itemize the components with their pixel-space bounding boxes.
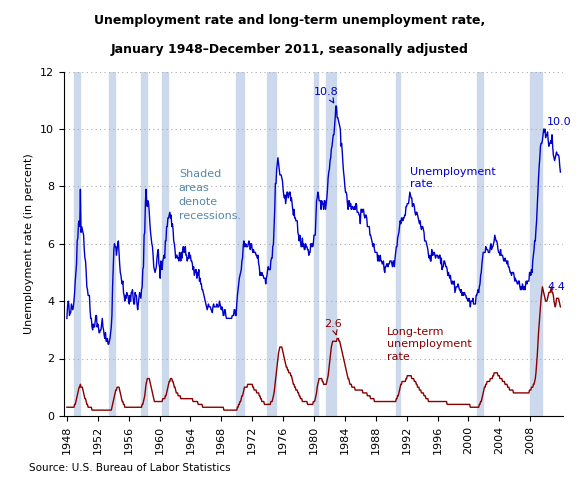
Bar bbox=[141, 72, 147, 416]
Text: 2.6: 2.6 bbox=[324, 319, 342, 335]
Bar bbox=[530, 72, 542, 416]
Bar bbox=[162, 72, 168, 416]
Text: 10.0: 10.0 bbox=[547, 117, 572, 127]
Text: Unemployment
rate: Unemployment rate bbox=[411, 167, 496, 189]
Y-axis label: Unemployment rate (in percent): Unemployment rate (in percent) bbox=[24, 153, 34, 334]
Text: Long-term
unemployment
rate: Long-term unemployment rate bbox=[387, 327, 472, 361]
Bar bbox=[477, 72, 483, 416]
Bar bbox=[110, 72, 115, 416]
Text: 4.4: 4.4 bbox=[547, 282, 565, 292]
Bar bbox=[236, 72, 244, 416]
Text: 10.8: 10.8 bbox=[314, 87, 339, 103]
Text: Shaded
areas
denote
recessions.: Shaded areas denote recessions. bbox=[179, 169, 241, 221]
Text: January 1948–December 2011, seasonally adjusted: January 1948–December 2011, seasonally a… bbox=[111, 43, 469, 56]
Bar bbox=[314, 72, 318, 416]
Bar bbox=[267, 72, 276, 416]
Bar bbox=[396, 72, 400, 416]
Text: Unemployment rate and long-term unemployment rate,: Unemployment rate and long-term unemploy… bbox=[95, 14, 485, 27]
Bar bbox=[325, 72, 336, 416]
Bar bbox=[74, 72, 81, 416]
Text: Source: U.S. Bureau of Labor Statistics: Source: U.S. Bureau of Labor Statistics bbox=[29, 463, 231, 473]
